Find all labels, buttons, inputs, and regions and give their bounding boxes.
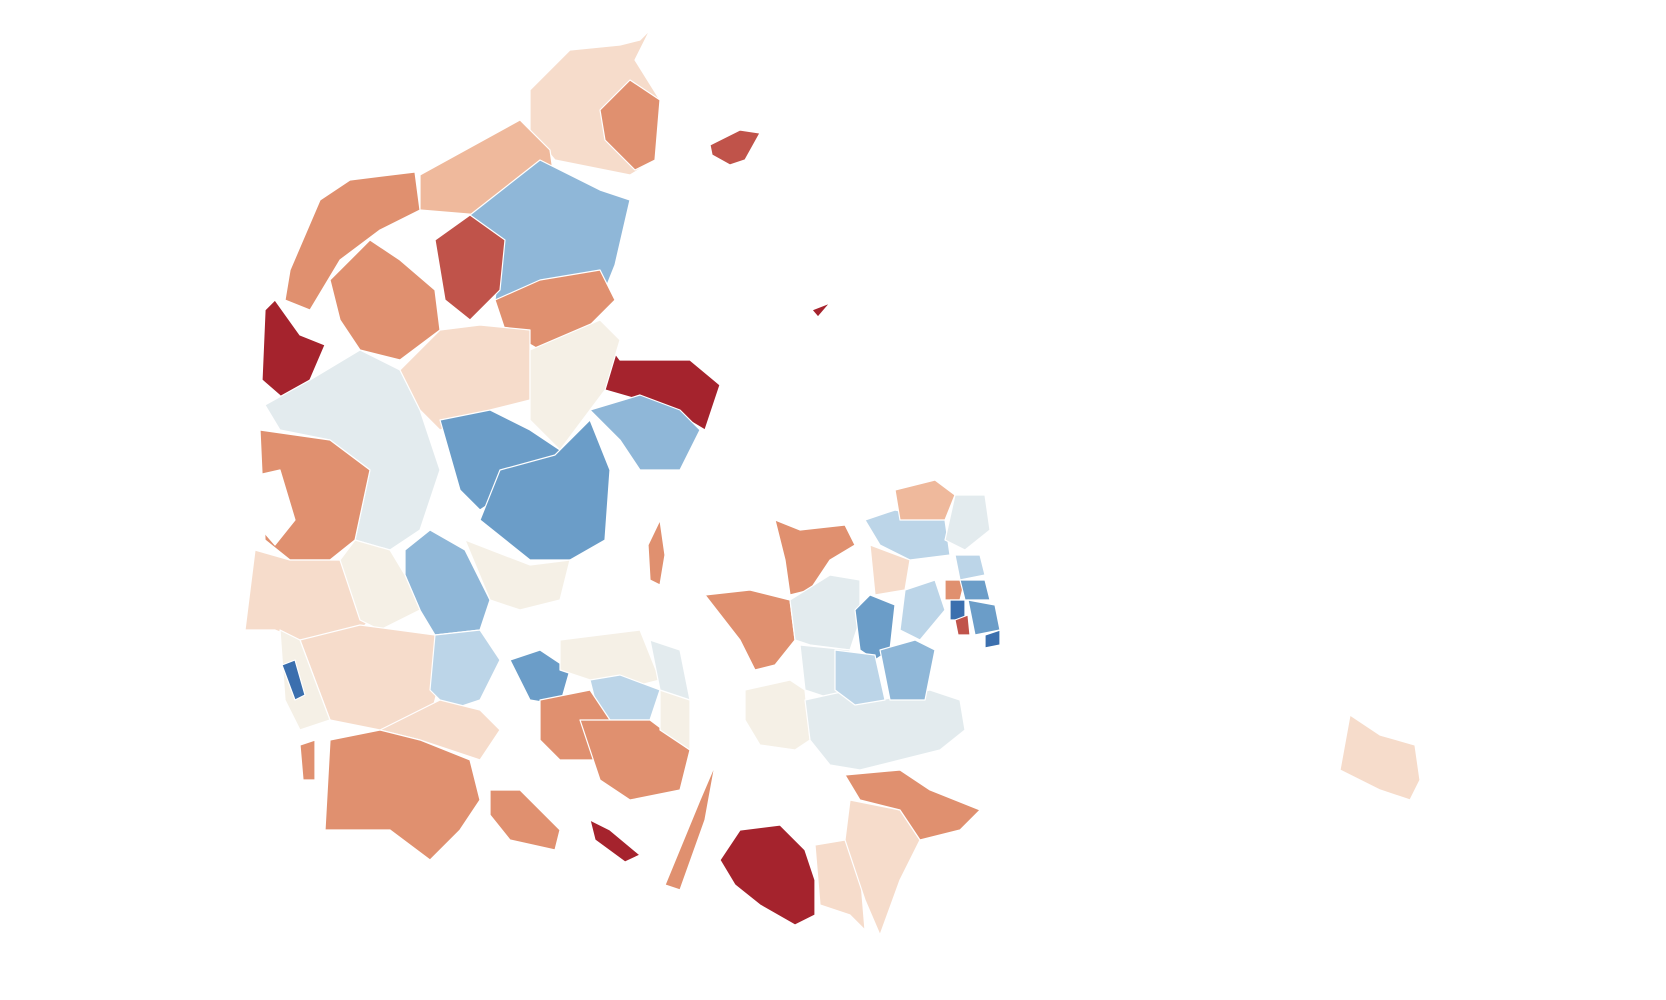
- municipality-region: [834, 649, 886, 706]
- municipality-region: [529, 319, 621, 451]
- municipality-region: [434, 214, 506, 321]
- municipality-region: [744, 679, 811, 751]
- municipality-region: [804, 689, 966, 771]
- municipality-region: [324, 729, 481, 861]
- municipality-region: [704, 589, 796, 671]
- municipality-region: [844, 769, 981, 841]
- municipality-region: [864, 509, 951, 561]
- municipality-region: [604, 339, 721, 431]
- municipality-region: [589, 394, 701, 471]
- municipality-region: [709, 129, 761, 166]
- municipality-region: [774, 519, 856, 596]
- municipality-region: [954, 554, 986, 581]
- municipality-region: [664, 764, 716, 891]
- municipality-region: [429, 629, 501, 711]
- municipality-region: [589, 819, 641, 863]
- municipality-region: [894, 479, 956, 521]
- municipality-region: [649, 639, 691, 701]
- municipality-region: [899, 579, 946, 641]
- municipality-region: [967, 599, 1001, 636]
- municipality-region: [579, 719, 691, 801]
- municipality-region: [789, 574, 861, 651]
- municipality-region: [464, 539, 571, 611]
- municipality-region: [599, 79, 661, 171]
- municipality-region: [1339, 714, 1421, 801]
- municipality-region: [879, 639, 936, 701]
- municipality-region: [959, 579, 991, 601]
- municipality-region: [299, 739, 316, 781]
- municipality-region: [279, 629, 331, 731]
- municipality-region: [509, 649, 571, 706]
- municipality-region: [479, 419, 611, 561]
- municipality-region: [954, 614, 971, 636]
- municipality-region: [261, 299, 326, 401]
- municipality-region: [329, 239, 441, 361]
- municipality-region: [299, 624, 441, 731]
- municipality-region: [489, 789, 561, 851]
- municipality-region: [284, 171, 421, 311]
- municipality-region: [984, 629, 1001, 649]
- water-area: [257, 469, 296, 546]
- municipality-region: [339, 539, 421, 631]
- municipality-region: [811, 302, 831, 318]
- municipality-region: [719, 824, 816, 926]
- municipality-region: [647, 519, 666, 586]
- municipality-region: [944, 494, 991, 551]
- municipality-region: [281, 659, 306, 701]
